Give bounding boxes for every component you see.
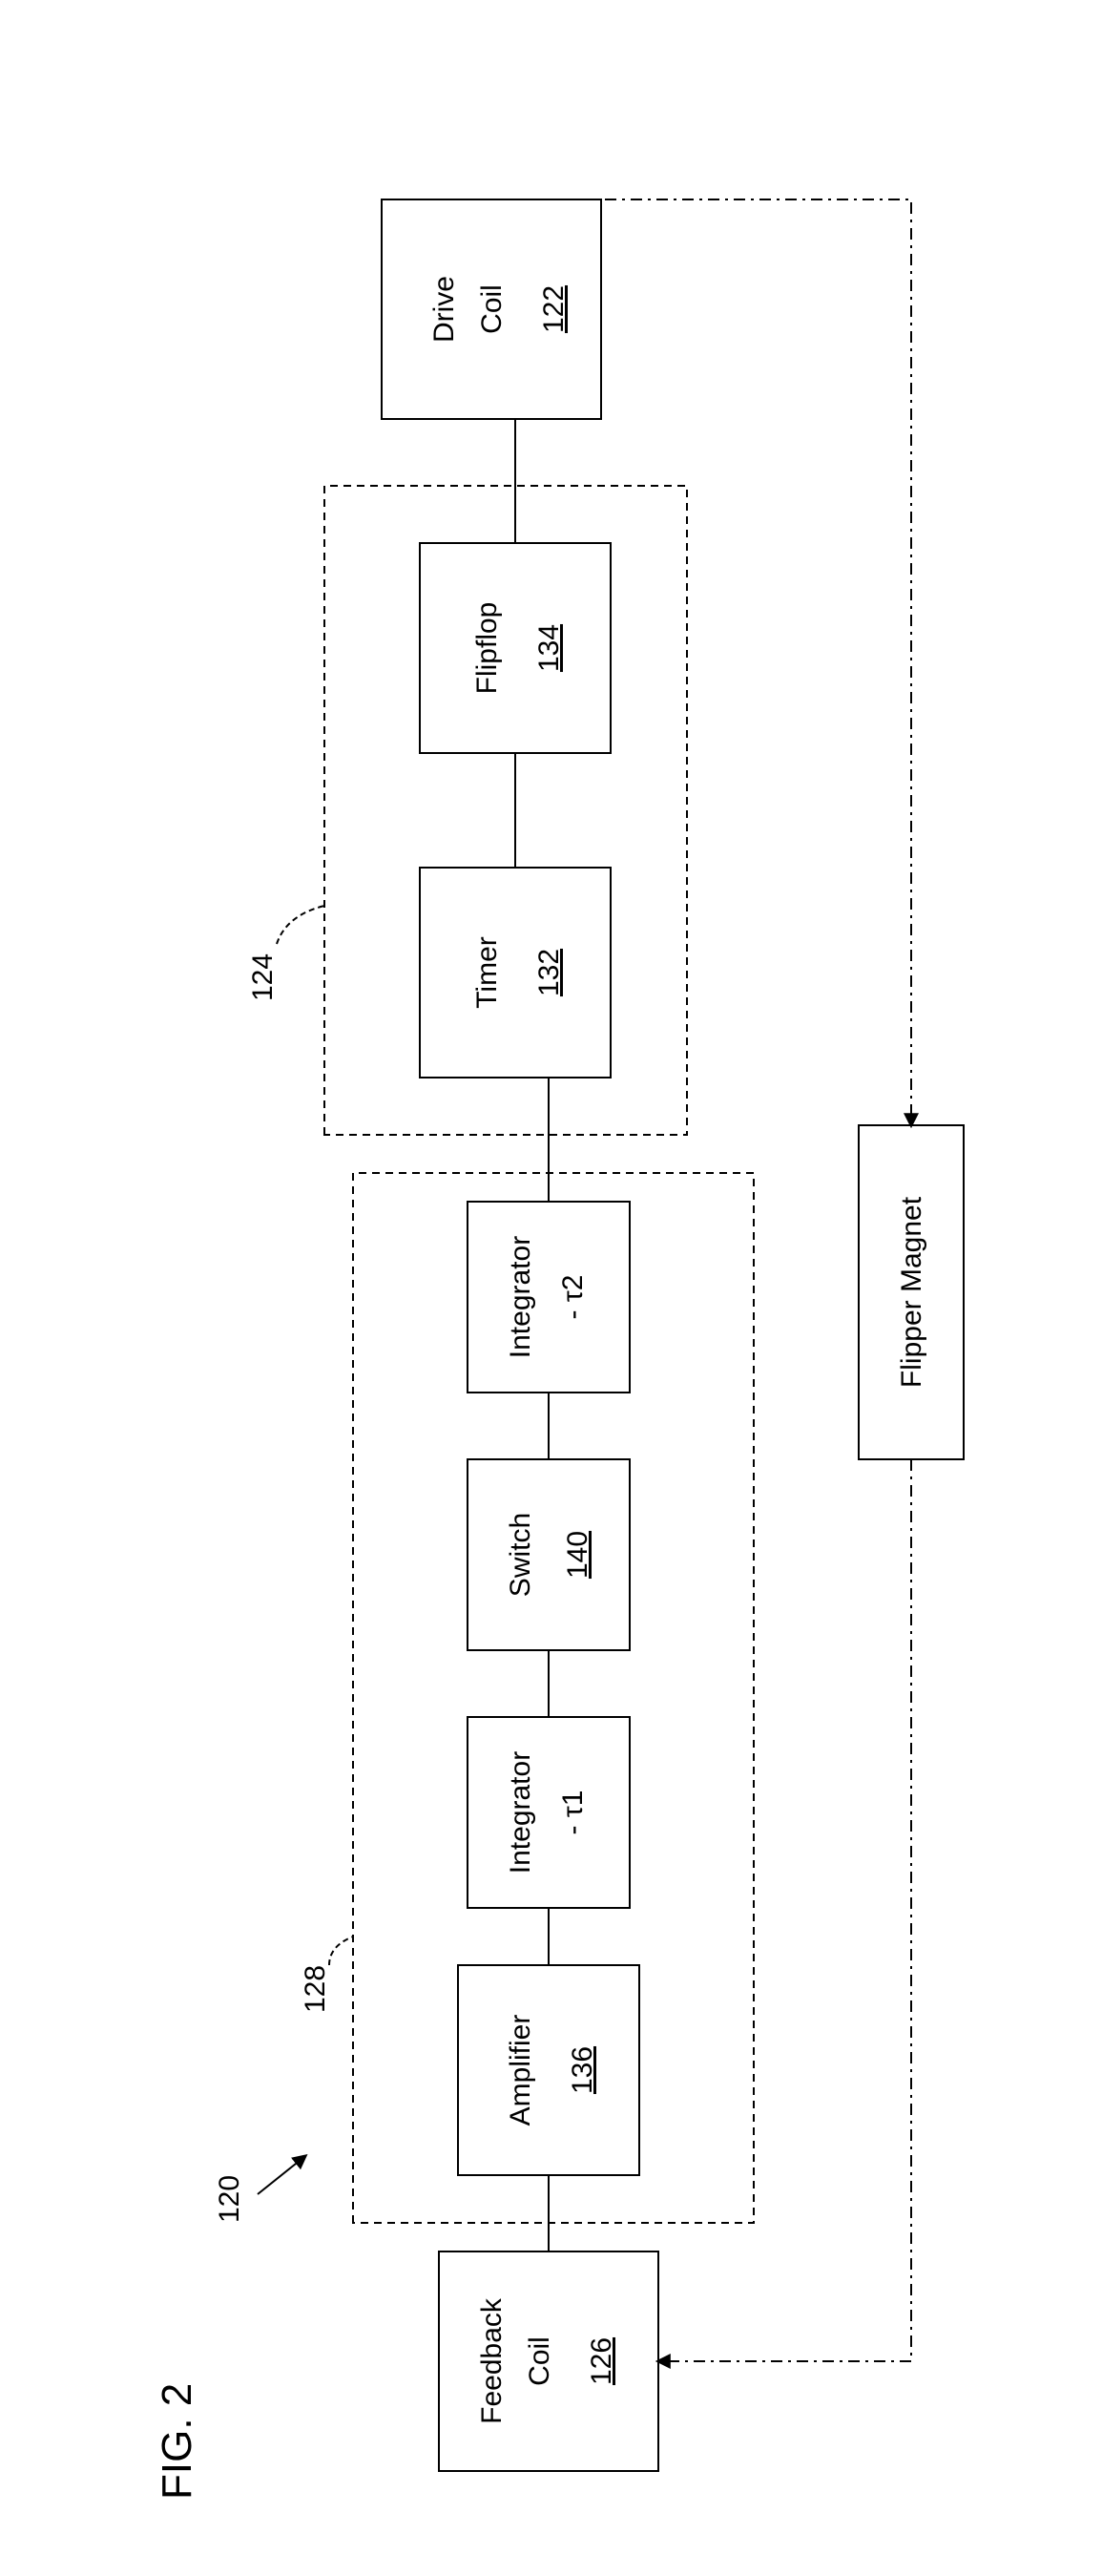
flipper-label: Flipper Magnet — [896, 1196, 927, 1388]
drive-coil-block: Drive Coil 122 — [382, 199, 601, 419]
integrator-t1-block: Integrator - τ1 — [468, 1717, 630, 1908]
timer-ref: 132 — [533, 949, 565, 996]
feedback-coil-block: Feedback Coil 126 — [439, 2251, 658, 2471]
conn-flipper-to-feedback — [658, 1459, 911, 2361]
switch-block: Switch 140 — [468, 1459, 630, 1650]
drive-coil-label2: Coil — [476, 284, 508, 334]
detector-ref-leader — [329, 1937, 353, 1965]
amplifier-label: Amplifier — [505, 2015, 536, 2126]
system-ref-arrow — [258, 2156, 305, 2194]
feedback-coil-label2: Coil — [524, 2336, 555, 2386]
timer-block: Timer 132 — [420, 868, 611, 1078]
figure-title: FIG. 2 — [154, 2383, 200, 2500]
int1-label1: Integrator — [505, 1751, 536, 1874]
timer-label: Timer — [471, 936, 503, 1009]
system-ref: 120 — [214, 2175, 245, 2223]
flipflop-block: Flipflop 134 — [420, 543, 611, 753]
flipper-magnet-block: Flipper Magnet — [859, 1125, 964, 1459]
diagram-canvas: FIG. 2 120 128 124 Feedback Coil 126 Amp… — [0, 0, 1102, 2576]
driver-group-ref: 124 — [247, 953, 279, 1001]
driver-ref-leader — [277, 906, 324, 944]
switch-ref: 140 — [562, 1531, 593, 1579]
detector-group-ref: 128 — [300, 1965, 331, 2013]
switch-label: Switch — [505, 1513, 536, 1597]
integrator-t2-block: Integrator - τ2 — [468, 1202, 630, 1393]
int2-label2: - τ2 — [557, 1275, 589, 1320]
amplifier-block: Amplifier 136 — [458, 1965, 639, 2175]
flipflop-ref: 134 — [533, 624, 565, 672]
drive-coil-label1: Drive — [428, 276, 460, 343]
drive-coil-ref: 122 — [538, 285, 570, 333]
flipflop-label: Flipflop — [471, 602, 503, 695]
int1-label2: - τ1 — [557, 1791, 589, 1835]
feedback-coil-label1: Feedback — [476, 2297, 508, 2424]
int2-label1: Integrator — [505, 1236, 536, 1358]
feedback-coil-ref: 126 — [586, 2337, 617, 2385]
amplifier-ref: 136 — [567, 2046, 598, 2094]
